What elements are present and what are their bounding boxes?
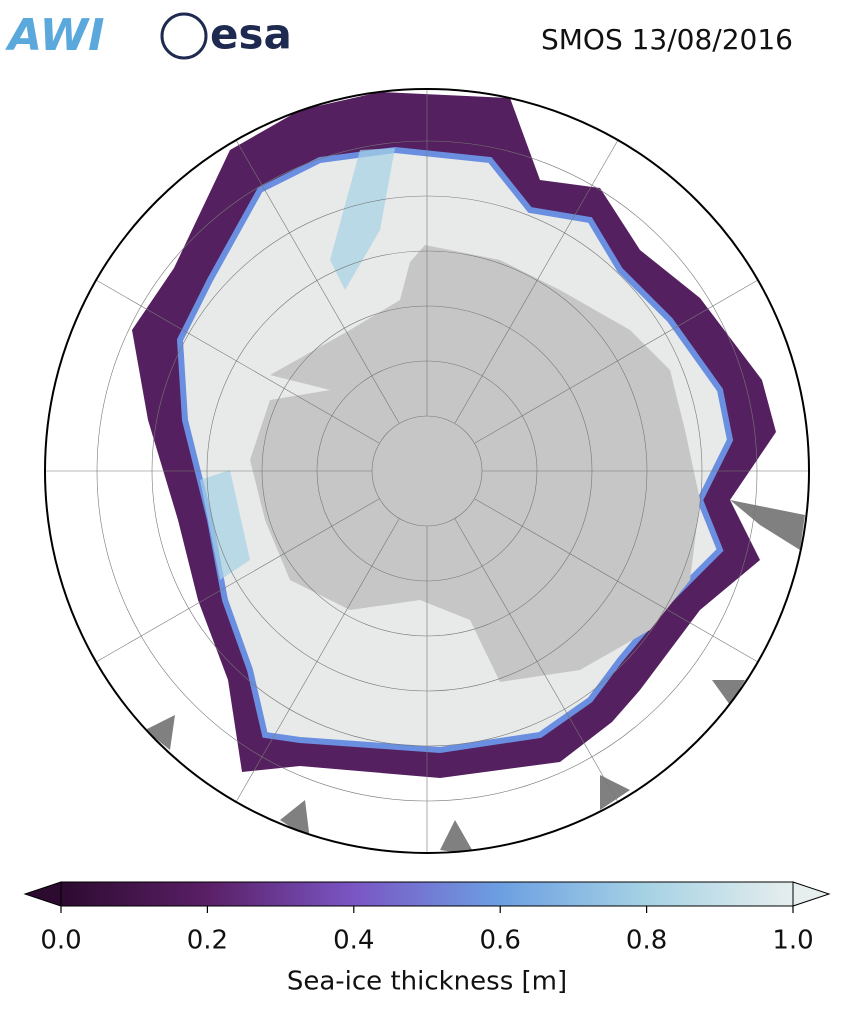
esa-logo[interactable]: esa	[210, 10, 292, 59]
esa-emblem	[160, 12, 208, 60]
colorbar-under	[23, 881, 62, 907]
awi-logo[interactable]: AWI	[5, 10, 105, 61]
colorbar: Sea-ice thickness [m] 0.0 0.2 0.4 0.6 0.8 1.0	[23, 881, 831, 997]
colorbar-tick-label: 1.0	[772, 926, 813, 956]
title: SMOS 13/08/2016	[541, 23, 793, 56]
thin-ice-patch	[200, 148, 395, 580]
map	[45, 89, 809, 853]
colorbar-tick-label: 0.4	[333, 926, 374, 956]
colorbar-scale	[60, 881, 794, 907]
colorbar-tick-label: 0.6	[480, 926, 521, 956]
colorbar-label: Sea-ice thickness [m]	[287, 967, 567, 997]
colorbar-tick-label: 0.2	[187, 926, 228, 956]
colorbar-over	[792, 881, 831, 907]
colorbar-tick-label: 0.8	[626, 926, 667, 956]
graticule	[45, 89, 809, 853]
continent	[250, 245, 700, 682]
colorbar-tick-label: 0.0	[40, 926, 81, 956]
map-frame	[44, 88, 810, 854]
